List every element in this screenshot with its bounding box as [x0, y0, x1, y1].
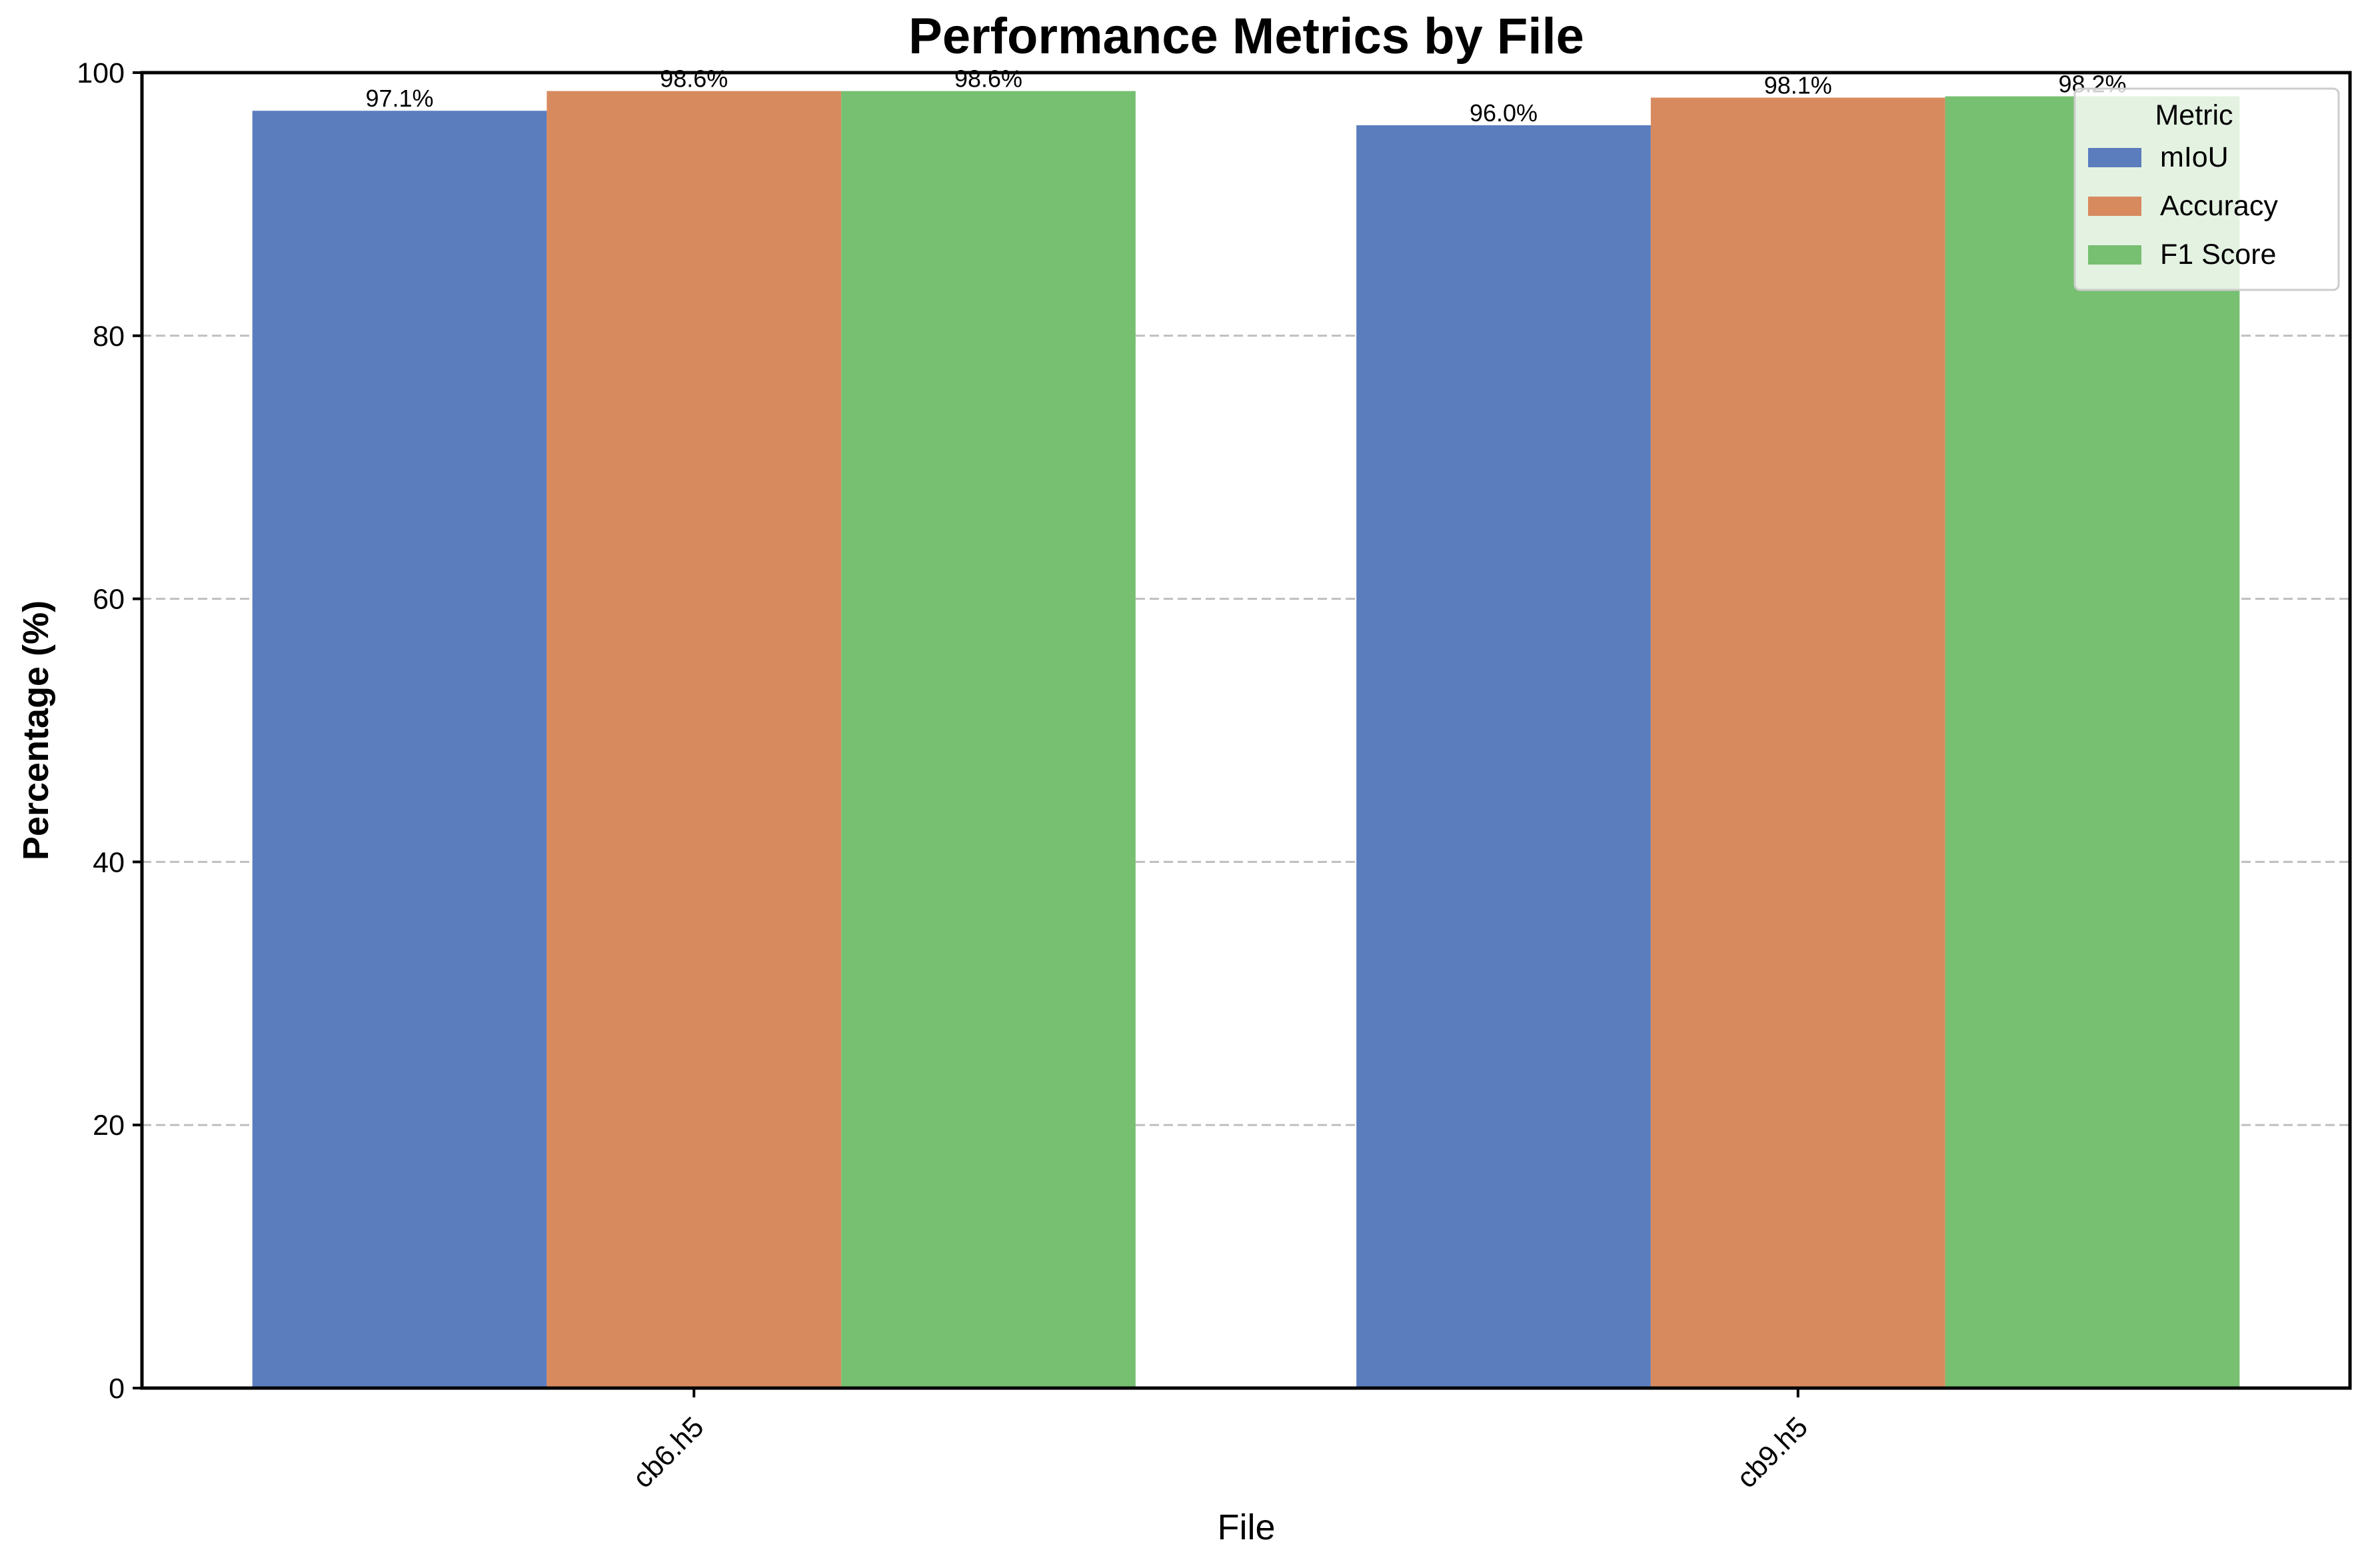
legend-label: mIoU	[2160, 141, 2229, 173]
y-tick-label: 60	[93, 584, 125, 616]
data-label: 96.0%	[1470, 99, 1538, 127]
bar-accuracy-cb9-h5	[1650, 97, 1945, 1389]
legend-swatch	[2088, 245, 2141, 265]
bars	[252, 91, 2240, 1389]
x-axis-label: File	[1217, 1507, 1275, 1547]
legend-swatch	[2088, 197, 2141, 216]
y-axis-label: Percentage (%)	[16, 600, 56, 860]
legend-label: Accuracy	[2160, 190, 2278, 222]
bar-f1-score-cb6-h5	[841, 91, 1136, 1389]
data-label: 98.1%	[1764, 72, 1832, 99]
y-axis-ticks: 0 20 40 60 80 100	[77, 57, 142, 1405]
legend-swatch	[2088, 148, 2141, 167]
plot-frame	[140, 71, 2352, 1390]
data-label: 98.6%	[660, 65, 728, 93]
y-tick-label: 80	[93, 321, 125, 353]
data-label: 98.6%	[954, 65, 1022, 93]
chart-title: Performance Metrics by File	[908, 8, 1584, 65]
y-tick-label: 20	[93, 1110, 125, 1142]
y-tick-label: 40	[93, 846, 125, 878]
legend-title: Metric	[2155, 99, 2233, 131]
bar-accuracy-cb6-h5	[547, 91, 842, 1389]
legend-label: F1 Score	[2160, 239, 2276, 271]
legend-entries: mIoU Accuracy F1 Score	[2088, 141, 2278, 271]
bar-miou-cb9-h5	[1356, 125, 1651, 1389]
bar-f1-score-cb9-h5	[1945, 96, 2240, 1389]
legend: Metric mIoU Accuracy F1 Score	[2073, 87, 2340, 291]
legend-box	[2073, 87, 2340, 291]
data-labels: 97.1%98.6% 98.6%96.0%98.1% 98.2%	[365, 65, 2126, 127]
y-tick-label: 100	[77, 57, 125, 89]
bar-miou-cb6-h5	[252, 111, 547, 1389]
y-tick-label: 0	[109, 1373, 125, 1405]
data-label: 97.1%	[365, 85, 433, 112]
